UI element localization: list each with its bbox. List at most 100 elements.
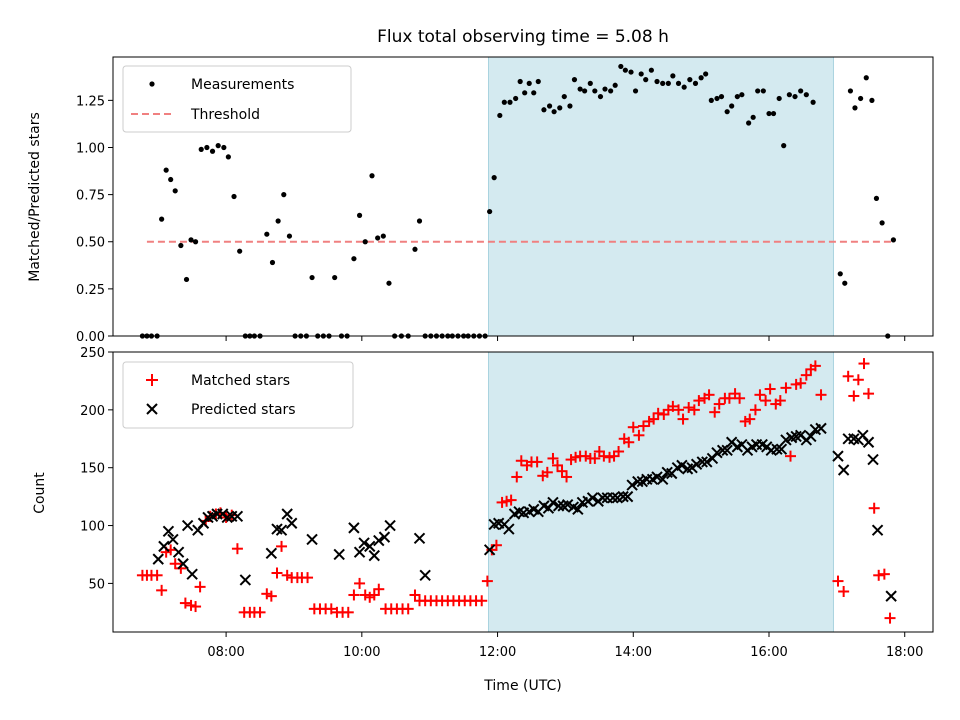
data-point (847, 88, 854, 94)
data-point (351, 256, 357, 262)
data-point (708, 97, 714, 103)
data-point (556, 465, 568, 477)
data-point (309, 274, 315, 281)
data-point (800, 369, 812, 381)
data-point (505, 494, 517, 506)
data-point (215, 143, 221, 149)
data-point (409, 589, 421, 601)
data-point (862, 436, 875, 448)
legend-label-threshold: Threshold (190, 107, 260, 123)
data-point (676, 459, 688, 472)
data-point (780, 382, 792, 394)
data-point (878, 568, 890, 580)
data-point (842, 280, 848, 286)
legend-label-matched: Matched stars (191, 373, 290, 389)
plot-frame (112, 351, 934, 633)
legend-marker-matched (146, 374, 158, 386)
data-point (522, 90, 528, 96)
data-point (151, 569, 163, 581)
data-point (721, 444, 733, 457)
panel-counts: 50 100 150 200 250 08:00 10:00 12:00 14:00 16:00 1… (80, 346, 934, 660)
data-point (643, 77, 649, 83)
data-point (628, 69, 634, 75)
data-point (172, 546, 185, 558)
data-point (589, 452, 601, 464)
data-point (623, 436, 635, 448)
y-tick-label: 150 (80, 462, 105, 477)
data-point (775, 443, 788, 455)
data-point (183, 276, 190, 283)
data-point (771, 443, 783, 455)
data-point (375, 235, 381, 241)
data-point (281, 192, 287, 198)
data-point (162, 525, 175, 538)
y-tick-label: 0.75 (76, 189, 105, 204)
legend-counts: Matched stars Predicted stars (122, 361, 354, 429)
data-point (364, 540, 376, 553)
data-point (586, 492, 599, 504)
data-point (670, 73, 676, 79)
data-point (526, 80, 532, 86)
data-point (805, 430, 817, 443)
data-point (362, 239, 368, 245)
data-point (547, 452, 559, 464)
data-point (373, 534, 385, 547)
data-point (181, 519, 194, 532)
chart-title: Flux total observing time = 5.08 h (377, 27, 669, 47)
data-point (552, 500, 565, 512)
data-point (848, 390, 860, 402)
data-point (547, 496, 559, 509)
y-tick-label: 0.00 (76, 330, 105, 345)
data-point (701, 456, 713, 468)
x-tick-label: 14:00 (615, 645, 652, 660)
data-point (760, 395, 772, 407)
data-point (597, 492, 609, 504)
data-point (837, 464, 850, 476)
data-point (760, 88, 766, 94)
data-point (632, 88, 639, 94)
data-point (265, 590, 277, 602)
data-point (652, 407, 664, 419)
data-point (167, 533, 179, 546)
data-point (413, 532, 426, 544)
data-point (386, 280, 392, 286)
plot-frame (112, 56, 934, 337)
data-point (681, 84, 687, 90)
observing-window-span (488, 57, 834, 336)
data-point (744, 413, 756, 425)
data-point (656, 473, 669, 485)
data-point (380, 233, 386, 239)
legend-label-measurements: Measurements (191, 77, 294, 93)
x-tick-label: 10:00 (343, 645, 380, 660)
data-point (541, 107, 547, 113)
x-tick-label: 12:00 (479, 645, 516, 660)
data-point (285, 517, 298, 529)
data-point (186, 568, 198, 580)
data-point (687, 77, 693, 83)
data-point (221, 144, 227, 151)
data-point (809, 360, 821, 372)
legend-label-predicted: Predicted stars (191, 402, 296, 418)
data-point (582, 88, 588, 94)
data-point (179, 597, 191, 609)
data-point (729, 103, 735, 109)
data-point (677, 413, 689, 425)
data-point (190, 601, 202, 613)
data-point (815, 422, 827, 435)
data-point (871, 524, 884, 536)
data-point (734, 392, 746, 404)
ylabel-ratio: Matched/Predicted stars (27, 112, 43, 282)
data-point (665, 80, 671, 86)
xlabel-time: Time (UTC) (483, 678, 561, 694)
data-point (648, 413, 660, 425)
data-point (276, 540, 288, 552)
data-point (597, 93, 604, 100)
data-point (617, 490, 629, 503)
data-point (739, 92, 745, 98)
data-point (412, 246, 418, 252)
data-point (546, 103, 553, 109)
data-point (265, 547, 278, 560)
data-point (873, 195, 880, 201)
data-point (858, 95, 864, 102)
